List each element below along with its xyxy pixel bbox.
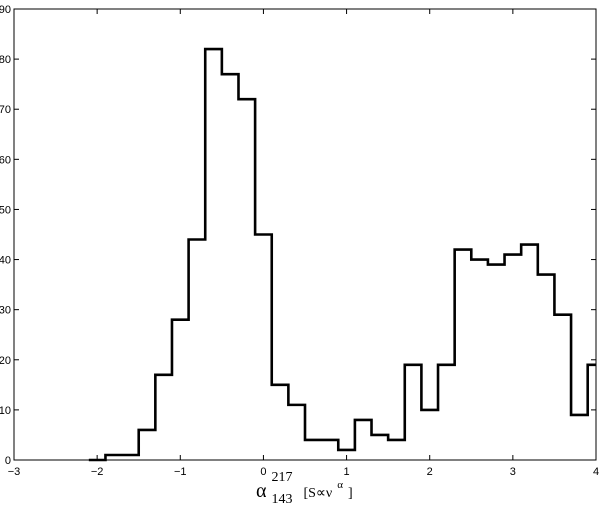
histogram-bin bbox=[172, 320, 189, 460]
histogram-bin bbox=[405, 365, 422, 460]
histogram-bin bbox=[205, 49, 222, 460]
histogram-bin bbox=[488, 265, 505, 460]
y-tick-label: 20 bbox=[0, 355, 11, 367]
histogram-bin bbox=[388, 440, 405, 460]
x-tick-label: 3 bbox=[510, 466, 516, 478]
x-tick-label: 1 bbox=[344, 466, 350, 478]
histogram-bin bbox=[372, 435, 389, 460]
histogram-series bbox=[88, 47, 596, 462]
x-tick-label: −2 bbox=[91, 466, 104, 478]
axis-ticks bbox=[13, 8, 597, 461]
y-tick-label: 50 bbox=[0, 204, 11, 216]
x-tick-label: 2 bbox=[427, 466, 433, 478]
y-tick-label: 10 bbox=[0, 405, 11, 417]
x-axis-label-superscript: 217 bbox=[271, 470, 292, 485]
histogram-bin bbox=[438, 365, 455, 460]
x-axis-label-symbol: α bbox=[256, 480, 267, 502]
y-tick-label: 0 bbox=[5, 455, 11, 467]
histogram-bin bbox=[471, 260, 488, 460]
y-tick-label: 60 bbox=[0, 154, 11, 166]
x-tick-label: −3 bbox=[8, 466, 21, 478]
histogram-bin bbox=[521, 245, 538, 460]
plot-frame bbox=[13, 8, 597, 461]
histogram-bin bbox=[538, 275, 555, 460]
x-tick-label: 4 bbox=[593, 466, 599, 478]
histogram-bin bbox=[421, 410, 438, 460]
histogram-bin bbox=[189, 240, 206, 460]
histogram-bin bbox=[355, 420, 372, 460]
histogram-bin bbox=[505, 255, 522, 460]
y-tick-label: 30 bbox=[0, 305, 11, 317]
histogram-bin bbox=[455, 250, 472, 460]
histogram-bin bbox=[554, 315, 571, 460]
y-tick-label: 80 bbox=[0, 54, 11, 66]
histogram-bin bbox=[322, 440, 339, 460]
histogram-bin bbox=[139, 430, 156, 460]
y-tick-label: 70 bbox=[0, 104, 11, 116]
x-axis-label: α 143 217 [S∝ν α ] bbox=[256, 464, 353, 506]
y-tick-label: 40 bbox=[0, 255, 11, 267]
histogram-bin bbox=[155, 375, 172, 460]
histogram-bin bbox=[238, 99, 255, 460]
histogram-bin bbox=[222, 74, 239, 460]
histogram-bin bbox=[305, 440, 322, 460]
x-tick-label: 0 bbox=[260, 466, 266, 478]
histogram-bin bbox=[255, 235, 272, 461]
histogram-bin bbox=[288, 405, 305, 460]
x-axis-label-subscript: 143 bbox=[271, 492, 292, 506]
y-tick-label: 90 bbox=[0, 4, 11, 16]
x-axis-label-bracket: [S∝ν bbox=[303, 486, 332, 501]
histogram-bin bbox=[272, 385, 289, 460]
x-axis-label-bracket-superscript: α bbox=[337, 479, 343, 491]
x-axis-label-bracket-close: ] bbox=[348, 486, 353, 501]
histogram-bin bbox=[571, 415, 588, 460]
x-tick-label: −1 bbox=[174, 466, 187, 478]
